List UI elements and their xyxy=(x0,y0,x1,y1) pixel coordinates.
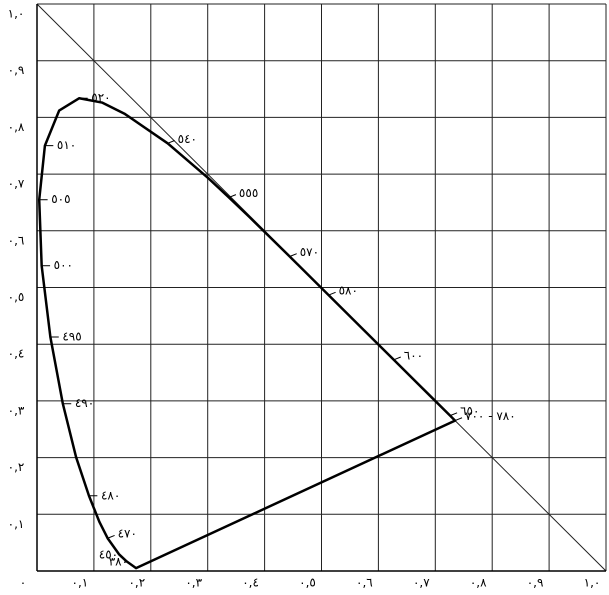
wavelength-tick xyxy=(449,412,458,417)
x-tick-label: ٠,٧ xyxy=(413,576,430,590)
x-tick-label: ٠ xyxy=(20,576,26,590)
wavelength-label: ٥٠٠ xyxy=(54,258,73,272)
wavelength-tick xyxy=(107,534,115,539)
wavelength-tick xyxy=(328,291,336,296)
y-tick-label: ٠,٥ xyxy=(8,290,25,304)
wavelength-label: ٥٧٠ xyxy=(300,245,319,259)
wavelength-label: ٥٨٠ xyxy=(339,284,358,298)
wavelength-label: ٥٠٥ xyxy=(51,192,70,206)
wavelength-label: ٦٠٠ xyxy=(404,348,423,362)
wavelength-label: ٥٥٥ xyxy=(239,186,258,200)
y-tick-label: ٠,٦ xyxy=(8,233,25,247)
x-tick-label: ٠,١ xyxy=(72,576,89,590)
y-tick-label: ٠,٣ xyxy=(8,403,25,417)
wavelength-label: ٥١٠ xyxy=(57,138,76,152)
y-tick-label: ٠,٤ xyxy=(8,347,25,361)
x-tick-label: ٠,٢ xyxy=(128,576,145,590)
x-tick-label: ٠,٥ xyxy=(299,576,316,590)
wavelength-label: ٣٨٠ xyxy=(109,555,128,569)
wavelength-tick xyxy=(393,356,401,361)
y-tick-label: ٠,٧ xyxy=(8,177,25,191)
y-tick-label: ٠,١ xyxy=(8,517,25,531)
x-tick-label: ٠,٣ xyxy=(185,576,202,590)
y-tick-label: ٠,٨ xyxy=(8,120,25,134)
y-tick-label: ١,٠ xyxy=(8,7,25,21)
x-tick-label: ٠,٩ xyxy=(527,576,544,590)
wavelength-label: ٧٨٠ - ٧٠٠ xyxy=(465,409,516,423)
wavelength-tick xyxy=(167,140,175,144)
wavelength-tick xyxy=(130,563,137,569)
y-tick-label: ٠,٢ xyxy=(8,460,25,474)
wavelength-label: ٥٢٠ xyxy=(91,91,110,105)
wavelength-label: ٤٨٠ xyxy=(101,488,120,502)
x-tick-label: ٠,٦ xyxy=(356,576,373,590)
x-tick-label: ١,٠ xyxy=(584,576,601,590)
wavelength-label: ٤٩٠ xyxy=(75,396,94,410)
wavelength-label: ٥٤٠ xyxy=(178,132,197,146)
wavelength-label: ٤٩٥ xyxy=(62,329,81,343)
wavelength-tick xyxy=(454,417,463,422)
y-tick-label: ٠,٩ xyxy=(8,63,25,77)
wavelength-label: ٦٥٠ xyxy=(460,404,479,418)
wavelength-tick xyxy=(289,253,297,257)
x-tick-label: ٠,٨ xyxy=(470,576,487,590)
wavelength-label: ٤٧٠ xyxy=(118,527,137,541)
wavelength-tick xyxy=(228,194,237,198)
x-tick-label: ٠,٤ xyxy=(242,576,259,590)
wavelength-label: ٤٥٠ xyxy=(99,547,118,561)
wavelength-tick xyxy=(120,556,127,562)
